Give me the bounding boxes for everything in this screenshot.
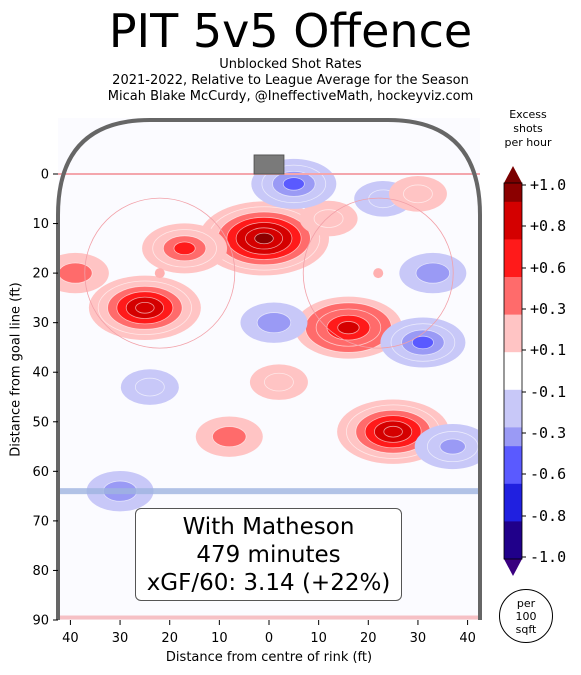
centre-line bbox=[58, 615, 480, 620]
colorbar-frame bbox=[503, 182, 523, 560]
colorbar-tick-label-7: -0.6 bbox=[530, 465, 566, 483]
axes: 40 30 20 10 0 10 20 30 40 0 10 20 30 40 50 60 70 80 90 bbox=[32, 168, 475, 647]
y-tick-label-4: 40 bbox=[32, 366, 49, 381]
colorbar-tick-label-6: -0.3 bbox=[530, 424, 566, 442]
info-box-player: With Matheson bbox=[182, 514, 355, 540]
colorbar-band-4 bbox=[504, 258, 522, 278]
hotspot-13 bbox=[414, 423, 480, 470]
x-tick-label-4: 0 bbox=[265, 631, 273, 646]
colorbar-band-11 bbox=[504, 389, 522, 410]
y-tick-label-3: 30 bbox=[32, 316, 49, 331]
chart-subtitle-3: Micah Blake McCurdy, @IneffectiveMath, h… bbox=[107, 89, 474, 104]
colorbar-tick-label-4: +0.1 bbox=[530, 341, 566, 359]
y-tick-label-9: 90 bbox=[32, 614, 49, 629]
colorbar-tick-label-0: +1.0 bbox=[530, 176, 566, 194]
hotspot-15 bbox=[58, 252, 109, 294]
colorbar-title-3: per hour bbox=[504, 136, 552, 149]
colorbar-band-9 bbox=[504, 352, 522, 372]
colorbar-band-14 bbox=[504, 446, 522, 466]
y-tick-label-6: 60 bbox=[32, 465, 49, 480]
colorbar-max-cap bbox=[504, 166, 522, 183]
unit-badge-line-3: sqft bbox=[515, 623, 537, 636]
colorbar-band-2 bbox=[504, 220, 522, 240]
colorbar-band-12 bbox=[504, 408, 522, 428]
faceoff-dot-left bbox=[154, 268, 165, 279]
faceoff-dot-right bbox=[373, 268, 384, 279]
y-tick-label-0: 0 bbox=[41, 168, 49, 183]
y-tick-label-1: 10 bbox=[32, 217, 49, 232]
info-box-xgf: xGF/60: 3.14 (+22%) bbox=[146, 570, 391, 596]
colorbar-title-2: shots bbox=[513, 122, 543, 135]
x-tick-label-1: 30 bbox=[112, 631, 129, 646]
hotspot-1 bbox=[88, 275, 201, 340]
hotspot-5 bbox=[195, 416, 263, 457]
blue-line bbox=[58, 488, 480, 495]
colorbar-tick-label-5: -0.1 bbox=[530, 383, 566, 401]
boards bbox=[56, 118, 482, 620]
colorbar-band-15 bbox=[504, 465, 522, 485]
y-tick-label-5: 50 bbox=[32, 415, 49, 430]
unit-badge-line-1: per bbox=[516, 597, 536, 610]
hotspot-16 bbox=[388, 176, 447, 212]
x-tick-label-7: 30 bbox=[410, 631, 427, 646]
x-tick-label-5: 10 bbox=[310, 631, 327, 646]
colorbar-title-1: Excess bbox=[509, 108, 547, 121]
colorbar-band-5 bbox=[504, 277, 522, 297]
unit-badge: per 100 sqft bbox=[499, 589, 553, 643]
colorbar-tick-label-3: +0.3 bbox=[530, 300, 566, 318]
hotspot-14 bbox=[120, 369, 179, 405]
colorbar-tick-label-1: +0.8 bbox=[530, 217, 566, 235]
hotspot-0 bbox=[199, 201, 330, 276]
hotspot-9 bbox=[399, 252, 467, 294]
colorbar-band-16 bbox=[504, 483, 522, 504]
hotspot-3 bbox=[294, 296, 403, 359]
rink-markings bbox=[56, 118, 482, 620]
info-box: With Matheson 479 minutes xGF/60: 3.14 (… bbox=[135, 508, 402, 601]
hotspot-2 bbox=[142, 223, 228, 274]
colorbar-band-17 bbox=[504, 502, 522, 522]
chart-subtitle-1: Unblocked Shot Rates bbox=[219, 57, 362, 72]
colorbar-band-0 bbox=[504, 183, 522, 203]
colorbar-band-6 bbox=[504, 295, 522, 316]
colorbar-tick-label-2: +0.6 bbox=[530, 259, 566, 277]
hotspot-11 bbox=[240, 302, 308, 343]
colorbar-band-8 bbox=[504, 333, 522, 353]
colorbar-band-13 bbox=[504, 427, 522, 447]
y-axis-label: Distance from goal line (ft) bbox=[8, 282, 24, 457]
y-tick-label-2: 20 bbox=[32, 267, 49, 282]
colorbar-tick-label-8: -0.8 bbox=[530, 507, 566, 525]
colorbar-band-19 bbox=[504, 540, 522, 560]
x-tick-label-6: 20 bbox=[360, 631, 377, 646]
x-tick-label-0: 40 bbox=[62, 631, 79, 646]
colorbar-band-1 bbox=[504, 201, 522, 222]
chart-subtitle-2: 2021-2022, Relative to League Average fo… bbox=[112, 73, 469, 88]
faceoff-circle-left bbox=[84, 197, 236, 349]
x-tick-label-3: 10 bbox=[211, 631, 228, 646]
x-axis-label: Distance from centre of rink (ft) bbox=[165, 650, 373, 665]
heatmap-layer bbox=[58, 158, 480, 512]
y-tick-label-7: 70 bbox=[32, 514, 49, 529]
hotspot-17 bbox=[249, 364, 308, 400]
chart-title: PIT 5v5 Offence bbox=[108, 4, 473, 58]
colorbar-band-10 bbox=[504, 371, 522, 391]
colorbar-min-cap bbox=[504, 559, 522, 576]
hotspot-10 bbox=[380, 317, 466, 368]
colorbar-band-7 bbox=[504, 314, 522, 334]
colorbar-band-18 bbox=[504, 521, 522, 541]
y-tick-label-8: 80 bbox=[32, 564, 49, 579]
faceoff-circle-right bbox=[302, 197, 454, 349]
colorbar-tick-label-9: -1.0 bbox=[530, 548, 566, 566]
info-box-minutes: 479 minutes bbox=[196, 542, 341, 568]
hotspot-6 bbox=[299, 200, 358, 237]
colorbar: +1.0 +0.8 +0.6 +0.3 +0.1 -0.1 -0.3 -0.6 -0.8 -1.0 bbox=[503, 166, 566, 576]
goal-net bbox=[253, 154, 285, 175]
x-tick-label-2: 20 bbox=[161, 631, 178, 646]
colorbar-band-3 bbox=[504, 239, 522, 259]
unit-badge-line-2: 100 bbox=[515, 610, 537, 623]
x-tick-label-8: 40 bbox=[459, 631, 476, 646]
